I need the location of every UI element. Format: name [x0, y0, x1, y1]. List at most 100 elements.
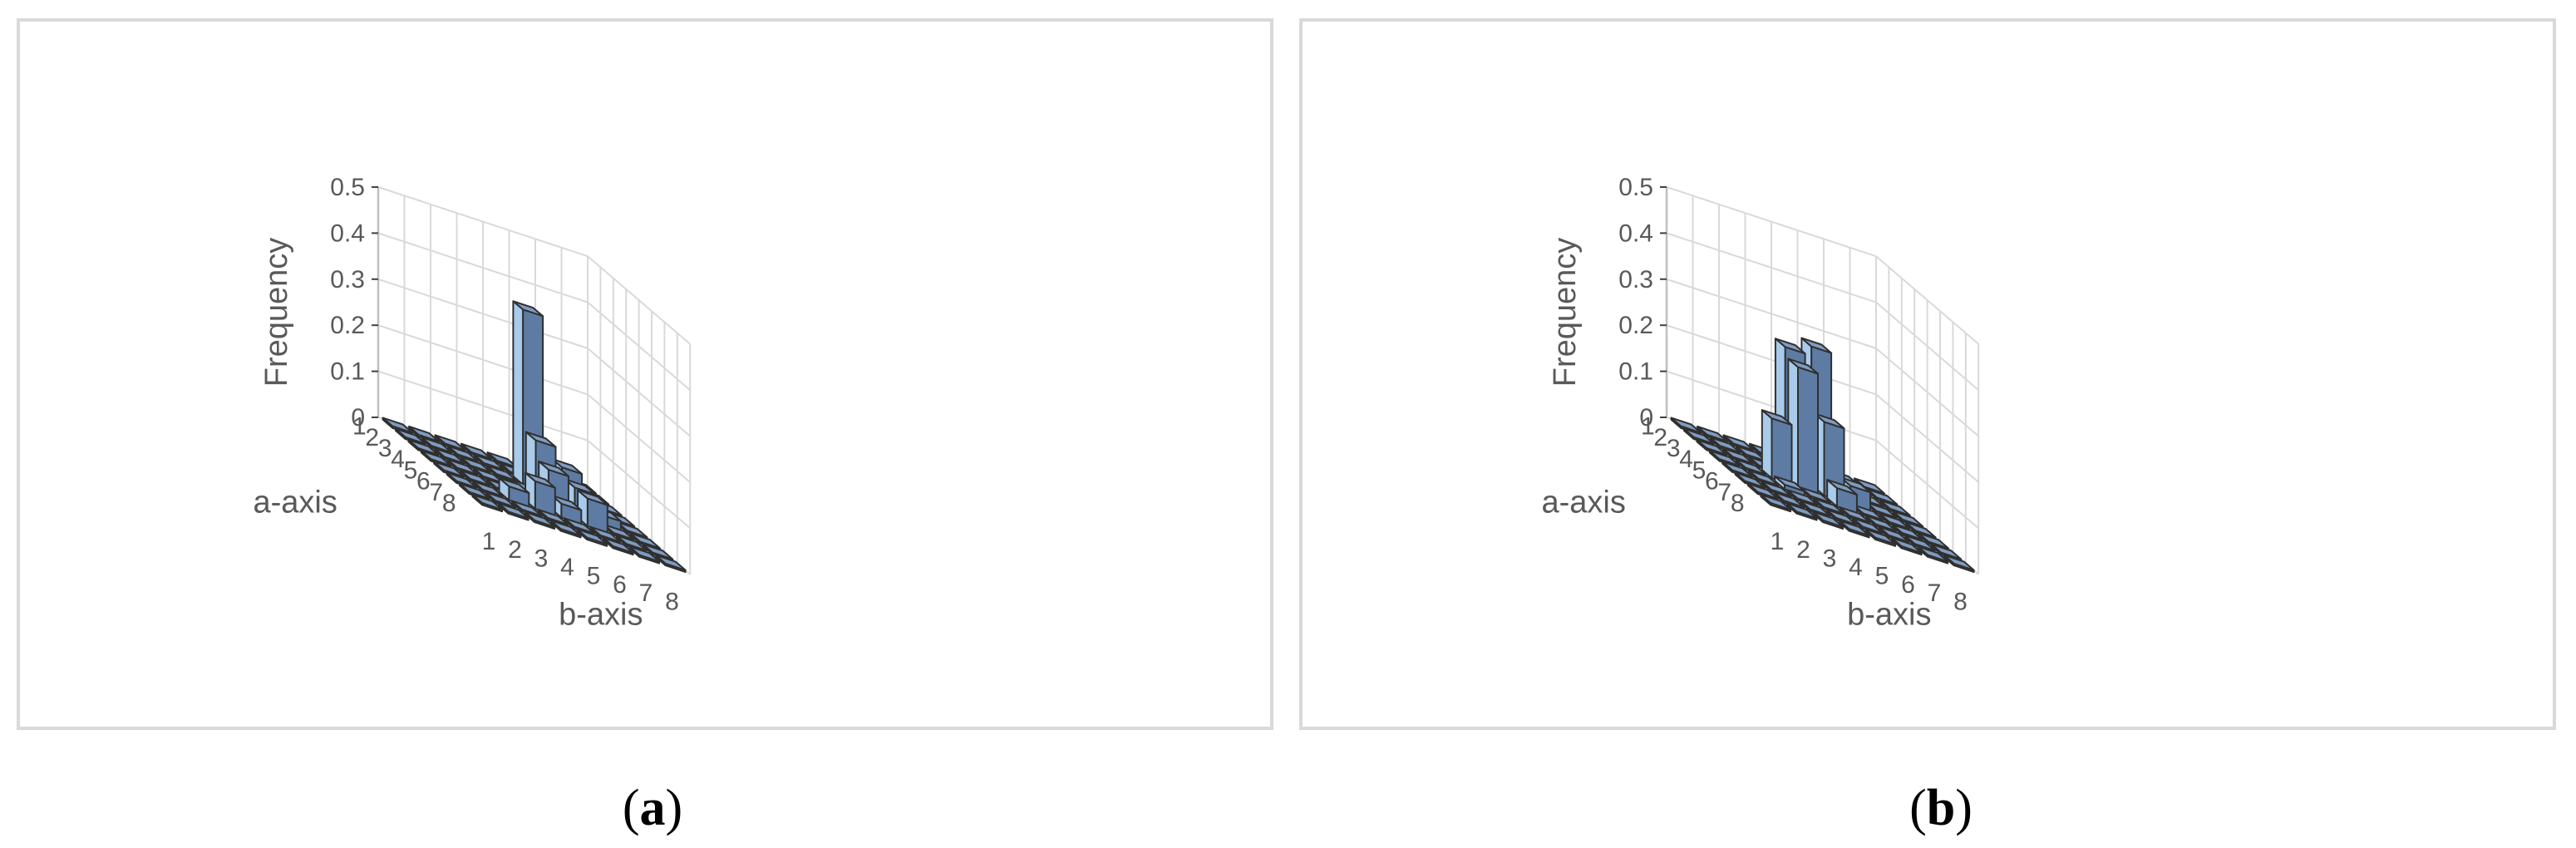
wall-gridline-horizontal: [377, 324, 589, 396]
a-axis-title: a-axis: [253, 486, 337, 520]
b-tick-label: 7: [1928, 579, 1942, 607]
z-tick-label: 0.5: [330, 174, 365, 201]
bar-top-face: [459, 469, 491, 486]
bar-top-face: [1800, 486, 1832, 504]
z-tick-label: 0: [351, 404, 365, 431]
bar-top-face: [576, 528, 608, 545]
a-tick-label: 2: [1653, 424, 1667, 451]
a-axis-title: a-axis: [1541, 486, 1625, 520]
bar-top-face: [472, 481, 504, 497]
bar-top-face: [446, 458, 478, 476]
bar-a5-b5: [1826, 479, 1858, 515]
b-tick-label: 5: [587, 562, 601, 589]
bar-side-face: [1761, 409, 1773, 480]
bar-top-face: [1865, 501, 1898, 519]
bar-top-face: [1774, 475, 1805, 492]
bar-a6-b3: [1786, 489, 1819, 508]
bar-a8-b5: [1864, 528, 1897, 547]
bar-top-face: [446, 471, 478, 489]
caption-letter: a: [640, 780, 666, 836]
bar-top-face: [485, 491, 517, 509]
b-tick-label: 6: [1901, 571, 1915, 599]
bar-top-face: [1838, 520, 1870, 537]
bar-a3-b1: [407, 439, 440, 458]
a-tick-label: 4: [1679, 446, 1693, 473]
b-tick-label: 2: [1796, 536, 1810, 564]
bar-top-face: [1918, 532, 1949, 550]
bar-top-face: [1786, 489, 1819, 506]
bar-top-face: [511, 500, 543, 517]
b-axis-title: b-axis: [1847, 597, 1931, 632]
b-axis-title: b-axis: [559, 597, 643, 632]
bar-top-face: [1721, 447, 1754, 465]
b-tick-label: 2: [508, 536, 522, 564]
a-tick-label: 1: [1641, 413, 1655, 441]
bars: [1670, 337, 1975, 573]
bar-top-face: [1760, 494, 1792, 510]
bar-top-face: [1917, 545, 1949, 563]
z-tick-label: 0.2: [330, 312, 365, 339]
bar-top-face: [524, 510, 556, 528]
bar-top-face: [1721, 461, 1753, 478]
bar-top-face: [1904, 535, 1936, 552]
bar-a8-b6: [602, 537, 634, 556]
a-tick-label: 5: [404, 456, 418, 484]
bar-top-face: [512, 300, 544, 318]
bar-a8-b2: [497, 502, 529, 521]
bar-top-face: [498, 477, 530, 494]
bar-top-face: [460, 456, 492, 473]
z-tick-label: 0.3: [1618, 266, 1653, 293]
bar-top-face: [1865, 515, 1897, 532]
a-tick-label: 7: [429, 479, 443, 506]
bar-top-face: [421, 436, 453, 454]
bar-a8-b7: [1917, 545, 1949, 565]
a-tick-label: 7: [1717, 479, 1731, 506]
bar-top-face: [1761, 481, 1792, 497]
wall-gridline-horizontal: [377, 370, 589, 441]
bar-side-face: [1797, 366, 1819, 495]
bar-top-face: [551, 458, 583, 475]
bar-a8-b7: [628, 545, 661, 565]
wall-gridline-horizontal: [1666, 186, 1877, 258]
chart-frame: [17, 18, 1273, 730]
bar-top-face: [525, 431, 557, 448]
bar-top-face: [577, 489, 608, 506]
bar-a8-b4: [1838, 520, 1870, 539]
caption-open-paren: (: [623, 780, 640, 836]
bar-top-face: [1735, 458, 1766, 476]
bar-top-face: [1840, 476, 1871, 494]
bar-top-face: [1812, 510, 1845, 528]
b-tick-label: 7: [639, 579, 653, 607]
bar-a8-b8: [654, 554, 687, 573]
b-tick-label: 3: [534, 545, 549, 573]
bar-top-face: [1943, 554, 1975, 571]
panel-caption: (b): [1909, 780, 1973, 836]
bar-top-face: [1747, 482, 1779, 500]
bar-a8-b8: [1943, 554, 1975, 573]
caption-close-paren: ): [1955, 780, 1973, 836]
bar-top-face: [485, 465, 518, 482]
bar-top-face: [471, 494, 504, 510]
wall-gridline-horizontal: [1666, 278, 1877, 349]
b-tick-label: 3: [1823, 545, 1837, 573]
bar-top-face: [1800, 337, 1833, 354]
a-tick-label: 8: [442, 490, 456, 517]
bar-top-face: [1839, 506, 1871, 524]
wall-gridline-horizontal: [377, 186, 589, 258]
bar-top-face: [1864, 528, 1897, 545]
bar-top-face: [549, 520, 582, 537]
z-tick-labels: 0 0.1 0.2 0.3 0.4 0.5: [330, 174, 378, 431]
z-axis-title: Frequency: [1548, 238, 1583, 387]
wall-gridline-horizontal: [1666, 232, 1877, 303]
a-tick-label: 3: [378, 435, 392, 462]
bar-top-face: [1852, 517, 1884, 535]
bar-a4-b4: [1787, 357, 1819, 495]
b-tick-label: 5: [1875, 562, 1889, 589]
bar-top-face: [629, 532, 661, 550]
bar-a8-b6: [1890, 537, 1923, 556]
